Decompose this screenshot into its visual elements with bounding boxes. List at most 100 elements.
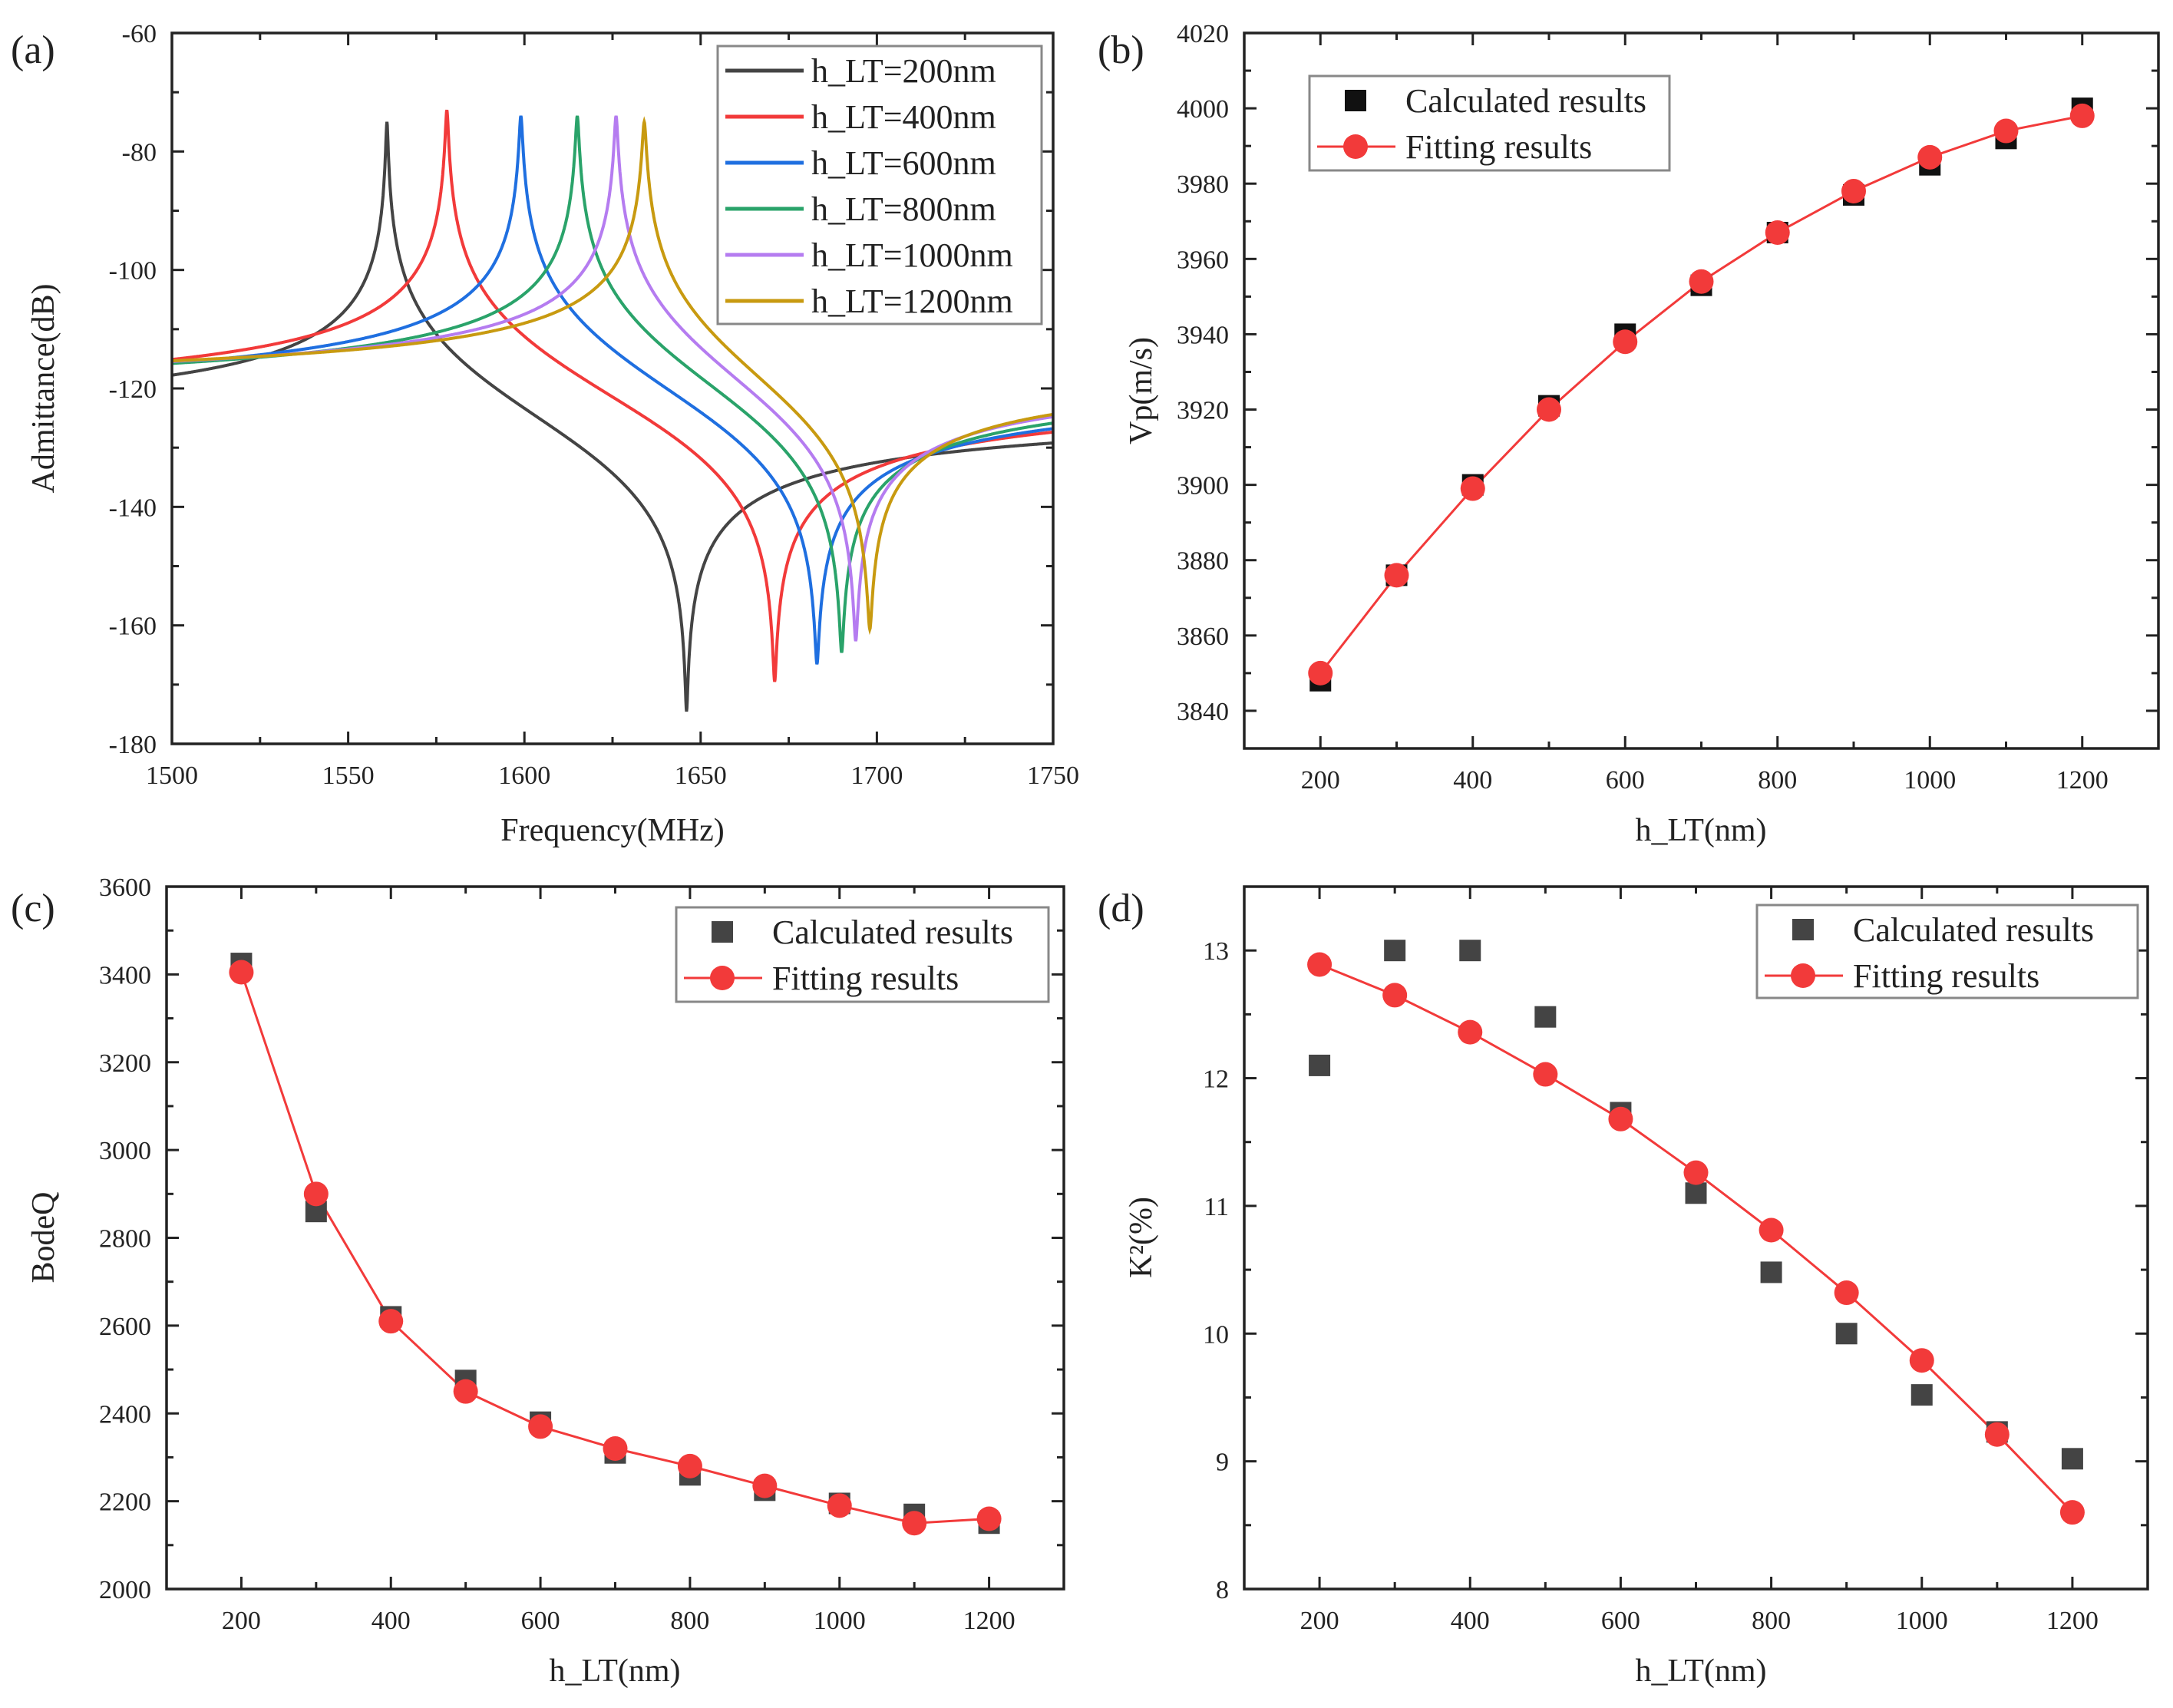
y-tick-label: 4020 xyxy=(1177,20,1229,48)
fit-line xyxy=(1319,963,2073,1514)
fitting-point xyxy=(752,1473,778,1498)
x-tick-label: 800 xyxy=(670,1607,709,1635)
fitting-point xyxy=(1384,563,1409,588)
legend-swatch-square xyxy=(1345,90,1366,111)
fitting-point xyxy=(1460,476,1485,501)
fitting-point xyxy=(1683,1160,1709,1185)
x-axis-label: h_LT(nm) xyxy=(1635,1653,1766,1689)
y-tick-label: 3900 xyxy=(1177,472,1229,501)
fitting-point xyxy=(677,1453,702,1478)
legend-box xyxy=(716,45,1043,325)
fitting-point xyxy=(378,1309,404,1334)
legend-label: h_LT=1200nm xyxy=(811,282,1013,320)
y-tick-label: 2200 xyxy=(99,1488,151,1517)
legend-label: h_LT=600nm xyxy=(811,144,996,182)
legend: Calculated results Fitting results xyxy=(1755,904,2139,999)
panel-label: (a) xyxy=(11,28,55,72)
x-tick-label: 1000 xyxy=(1896,1607,1948,1635)
y-tick-label: 2800 xyxy=(99,1225,151,1254)
x-tick-label: 1600 xyxy=(498,761,550,790)
y-axis-label: Admittance(dB) xyxy=(26,284,61,494)
x-tick-label: 400 xyxy=(372,1607,411,1635)
y-tick-label: 2600 xyxy=(99,1313,151,1341)
panel-c: (c) 200 400 600 800 1000 1200 2000 2200 2400 2600 2… xyxy=(11,874,1065,1689)
plot-area xyxy=(1307,940,2085,1525)
fitting-point xyxy=(1909,1348,1934,1373)
y-tick-label: -120 xyxy=(109,375,157,404)
fitting-point xyxy=(603,1436,628,1461)
x-tick-label: 600 xyxy=(1606,766,1645,795)
x-tick-label: 800 xyxy=(1758,766,1797,795)
panel-a: (a) 1500 1550 1600 1650 1700 1750 -180 -160 -140 -… xyxy=(11,20,1079,848)
x-tick-label: 400 xyxy=(1453,766,1492,795)
legend-label: h_LT=1000nm xyxy=(811,236,1013,274)
fitting-point xyxy=(1689,269,1714,294)
legend: Calculated results Fitting results xyxy=(675,906,1050,1003)
y-axis-label: BodeQ xyxy=(26,1192,61,1283)
calculated-point xyxy=(1835,1323,1858,1345)
x-tick-label: 1200 xyxy=(2056,766,2109,795)
calculated-point xyxy=(1910,1384,1933,1406)
y-tick-label: -60 xyxy=(122,20,157,48)
x-axis-label: h_LT(nm) xyxy=(549,1653,680,1689)
x-tick-label: 800 xyxy=(1752,1607,1791,1635)
y-tick-label: 13 xyxy=(1203,937,1229,966)
legend-label: Fitting results xyxy=(1853,957,2039,995)
x-tick-label: 200 xyxy=(222,1607,261,1635)
y-axis-label: Vp(m/s) xyxy=(1124,337,1159,444)
y-tick-label: 12 xyxy=(1203,1065,1229,1094)
y-tick-label: 3600 xyxy=(99,874,151,902)
calculated-point xyxy=(1459,940,1481,962)
series-line-1 xyxy=(172,109,1053,682)
legend-label: Calculated results xyxy=(1405,82,1646,120)
fitting-point xyxy=(827,1493,852,1518)
x-tick-label: 1000 xyxy=(814,1607,866,1635)
calculated-point xyxy=(1760,1261,1782,1283)
fitting-point xyxy=(1984,1422,2010,1447)
legend-label: h_LT=200nm xyxy=(811,52,996,90)
y-tick-label: 3980 xyxy=(1177,170,1229,199)
fitting-point xyxy=(1308,660,1333,686)
calculated-point xyxy=(1309,1054,1331,1076)
series-line-5 xyxy=(172,116,1053,636)
fitting-point xyxy=(1765,220,1790,245)
calculated-point xyxy=(1534,1006,1557,1028)
panel-label: (d) xyxy=(1098,887,1144,930)
x-tick-label: 600 xyxy=(1601,1607,1640,1635)
plot-area xyxy=(229,953,1002,1536)
legend-swatch-circle xyxy=(710,966,735,990)
x-tick-label: 1200 xyxy=(2046,1607,2099,1635)
y-tick-label: 11 xyxy=(1204,1193,1229,1221)
plot-frame xyxy=(165,885,1065,1591)
y-axis-label: K²(%) xyxy=(1124,1197,1159,1278)
fitting-point xyxy=(1613,329,1638,355)
x-tick-label: 400 xyxy=(1451,1607,1490,1635)
plot-frame xyxy=(1243,885,2149,1591)
fitting-point xyxy=(1537,397,1561,422)
calculated-point xyxy=(2061,1448,2083,1470)
legend-swatch-square xyxy=(1792,919,1814,940)
x-tick-label: 200 xyxy=(1301,766,1340,795)
plot-frame xyxy=(170,31,1055,745)
x-tick-label: 1000 xyxy=(1904,766,1956,795)
x-tick-label: 200 xyxy=(1300,1607,1339,1635)
fitting-point xyxy=(902,1511,927,1536)
y-tick-label: -140 xyxy=(109,494,157,522)
y-tick-label: 9 xyxy=(1216,1449,1229,1477)
legend-label: Fitting results xyxy=(1405,128,1592,166)
y-tick-label: 2400 xyxy=(99,1400,151,1429)
panel-d: (d) 200 400 600 800 1000 1200 8 9 10 11 12 13 h_LT(nm… xyxy=(1098,885,2149,1689)
legend-box xyxy=(675,906,1050,1003)
x-tick-label: 1650 xyxy=(675,761,727,790)
fitting-point xyxy=(2059,1500,2085,1525)
y-tick-label: 3200 xyxy=(99,1049,151,1078)
legend-label: Calculated results xyxy=(1853,911,2094,949)
fit-line xyxy=(1319,114,2083,674)
panel-b: (b) 200 400 600 800 1000 1200 3840 3860 3880 3900 3… xyxy=(1098,20,2160,848)
fitting-point xyxy=(976,1506,1002,1531)
legend-label: h_LT=800nm xyxy=(811,190,996,228)
y-tick-label: 10 xyxy=(1203,1320,1229,1349)
fitting-point xyxy=(1759,1217,1784,1243)
y-tick-label: 3880 xyxy=(1177,547,1229,576)
